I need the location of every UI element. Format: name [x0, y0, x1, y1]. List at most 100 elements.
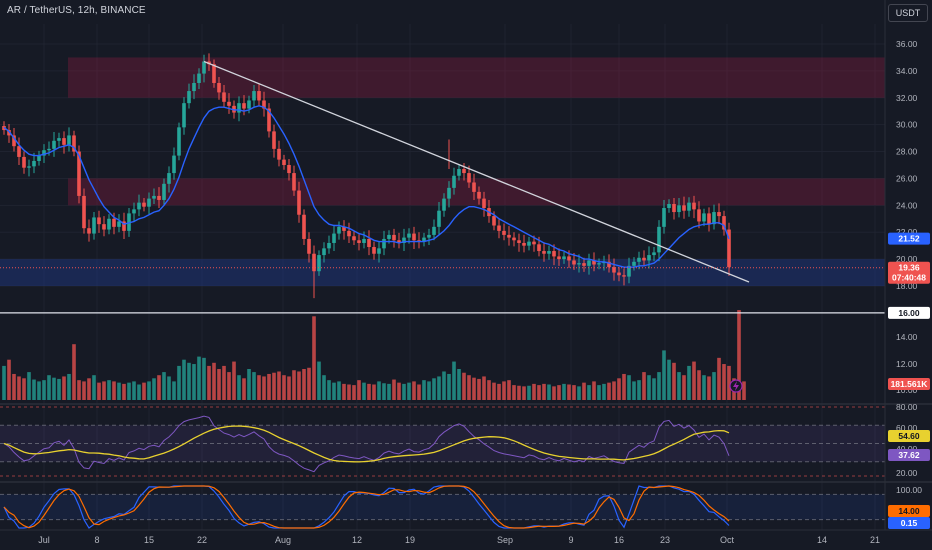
volume-bar: [77, 380, 81, 400]
volume-bar: [252, 372, 256, 400]
volume-bar: [377, 381, 381, 400]
volume-bar: [452, 361, 456, 400]
hline-badge-bg: [888, 306, 930, 319]
candle-body: [272, 131, 276, 149]
candle-body: [387, 234, 391, 239]
volume-bar: [727, 365, 731, 400]
stoch-k-badge-text: 0.15: [901, 518, 918, 528]
volume-bar: [487, 380, 491, 400]
volume-bar: [357, 380, 361, 400]
drawn-lines: [0, 60, 885, 393]
candle-body: [202, 61, 206, 74]
volume-bar: [507, 380, 511, 400]
volume-bar: [572, 385, 576, 400]
grid: [0, 24, 885, 530]
volume-bar: [677, 372, 681, 400]
candle-body: [67, 135, 71, 145]
rsi-pane: [0, 406, 885, 477]
volume-bar: [472, 377, 476, 400]
volume-bar: [382, 383, 386, 400]
candle-body: [172, 155, 176, 174]
volume-bar: [692, 361, 696, 400]
volume-bar: [322, 375, 326, 400]
volume-bar: [717, 357, 721, 400]
candle-body: [657, 226, 661, 253]
volume-bar: [247, 369, 251, 400]
candle-body: [7, 130, 11, 136]
volume-bar: [637, 380, 641, 400]
volume-bar: [492, 382, 496, 400]
candle-body: [687, 202, 691, 211]
volume-bar: [202, 357, 206, 400]
ma-badge-bg: [888, 232, 930, 245]
candle-body: [72, 135, 76, 152]
candle-body: [612, 267, 616, 273]
rsi-line: [3, 415, 730, 473]
candle-body: [397, 240, 401, 243]
volume-bar: [432, 378, 436, 400]
candle-body: [107, 218, 111, 230]
trendline: [203, 60, 750, 283]
candle-body: [352, 236, 356, 241]
candle-body: [682, 205, 686, 211]
candle-body: [87, 228, 91, 234]
candle-body: [337, 226, 341, 234]
volume-bar: [337, 381, 341, 400]
candle-body: [672, 203, 676, 213]
volume-bar: [57, 378, 61, 400]
volume-bar: [372, 384, 376, 400]
candle-body: [192, 82, 196, 92]
stoch-d-badge-text: 14.00: [898, 506, 920, 516]
volume-bar: [537, 385, 541, 400]
candle-body: [492, 216, 496, 226]
volume-bar: [622, 373, 626, 400]
candle-body: [62, 138, 66, 145]
volume-tick-label: 14.00: [896, 332, 918, 342]
volume-bar: [27, 372, 31, 400]
candle-body: [12, 135, 16, 147]
volume-bar: [172, 381, 176, 400]
volume-bar: [117, 382, 121, 400]
candle-body: [552, 251, 556, 257]
rsi-badge-text: 37.62: [898, 450, 920, 460]
candle-body: [347, 230, 351, 237]
candle-body: [637, 257, 641, 262]
candle-body: [167, 173, 171, 184]
currency-button[interactable]: USDT: [888, 4, 928, 22]
volume-bar: [457, 369, 461, 400]
volume-bar: [557, 385, 561, 400]
candle-body: [437, 210, 441, 227]
volume-bar: [402, 383, 406, 400]
candle-body: [327, 242, 331, 249]
candle-body: [222, 92, 226, 102]
candle-body: [217, 82, 221, 93]
volume-bar: [207, 365, 211, 400]
volume-bar: [87, 378, 91, 400]
volume-bar: [277, 371, 281, 400]
volume-bar: [597, 385, 601, 400]
candle-body: [572, 260, 576, 265]
candle-body: [137, 202, 141, 210]
volume-bar: [442, 371, 446, 400]
volume-bar: [152, 378, 156, 400]
candle-body: [652, 252, 656, 256]
volume-bar: [497, 383, 501, 400]
volume-bar: [542, 383, 546, 400]
volume-bar: [187, 362, 191, 400]
rsi-tick-label: 20.00: [896, 468, 918, 478]
candle-body: [257, 91, 261, 101]
candle-body: [547, 251, 551, 254]
price-badge-text: 07:40:48: [892, 273, 926, 283]
volume-bar: [177, 365, 181, 400]
volume-bar: [257, 375, 261, 400]
volume-bar: [302, 369, 306, 400]
candle-body: [282, 159, 286, 165]
volume-bar: [212, 362, 216, 400]
candle-body: [537, 244, 541, 252]
moving-average: [3, 105, 730, 268]
candle-body: [247, 100, 251, 109]
volume-bar: [47, 375, 51, 400]
volume-bar: [92, 375, 96, 400]
volume-bar: [467, 375, 471, 400]
